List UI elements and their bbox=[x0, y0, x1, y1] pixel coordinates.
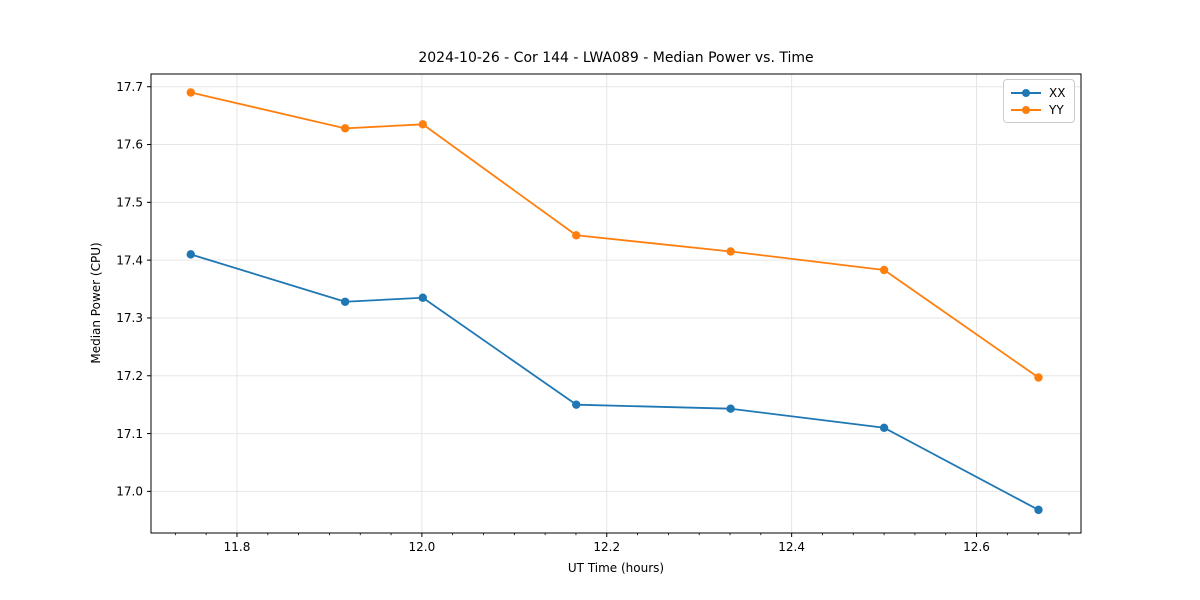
data-point-yy bbox=[726, 247, 735, 256]
data-point-xx bbox=[572, 400, 581, 409]
y-tick-label: 17.1 bbox=[116, 427, 143, 441]
data-point-xx bbox=[726, 404, 735, 413]
data-point-xx bbox=[418, 293, 427, 302]
x-tick-label: 12.2 bbox=[593, 540, 620, 554]
data-point-yy bbox=[572, 231, 581, 240]
y-tick-label: 17.2 bbox=[116, 369, 143, 383]
y-tick-label: 17.5 bbox=[116, 196, 143, 210]
legend-label-xx: XX bbox=[1049, 85, 1066, 100]
y-tick-label: 17.6 bbox=[116, 138, 143, 152]
data-point-yy bbox=[186, 88, 195, 97]
legend-marker-yy-icon bbox=[1011, 105, 1041, 115]
y-tick-label: 17.7 bbox=[116, 80, 143, 94]
legend-marker-xx-icon bbox=[1011, 88, 1041, 98]
data-point-yy bbox=[879, 265, 889, 275]
data-point-yy bbox=[340, 124, 350, 133]
chart-title: 2024-10-26 - Cor 144 - LWA089 - Median P… bbox=[418, 50, 814, 66]
legend-item-yy: YY bbox=[1011, 101, 1074, 118]
data-point-yy bbox=[1034, 373, 1043, 382]
x-tick-label: 12.4 bbox=[778, 540, 805, 554]
data-point-yy bbox=[418, 120, 427, 129]
data-point-xx bbox=[340, 297, 350, 306]
legend-label-yy: YY bbox=[1049, 102, 1064, 117]
series-line-yy bbox=[190, 91, 1039, 379]
x-tick-label: 12.6 bbox=[963, 540, 990, 554]
y-tick-label: 17.0 bbox=[116, 485, 143, 499]
y-axis-label: Median Power (CPU) bbox=[89, 242, 103, 364]
x-axis-label: UT Time (hours) bbox=[567, 561, 665, 575]
data-point-xx bbox=[186, 250, 195, 259]
plot-frame bbox=[150, 73, 1082, 534]
legend-item-xx: XX bbox=[1011, 84, 1074, 101]
data-point-xx bbox=[1034, 505, 1043, 515]
y-tick-label: 17.4 bbox=[116, 253, 143, 267]
series-line-xx bbox=[190, 253, 1039, 511]
y-tick-label: 17.3 bbox=[116, 311, 143, 325]
data-point-xx bbox=[879, 423, 889, 432]
legend: XX YY bbox=[1003, 79, 1075, 123]
x-tick-label: 11.8 bbox=[224, 540, 251, 554]
x-tick-label: 12.0 bbox=[409, 540, 436, 554]
